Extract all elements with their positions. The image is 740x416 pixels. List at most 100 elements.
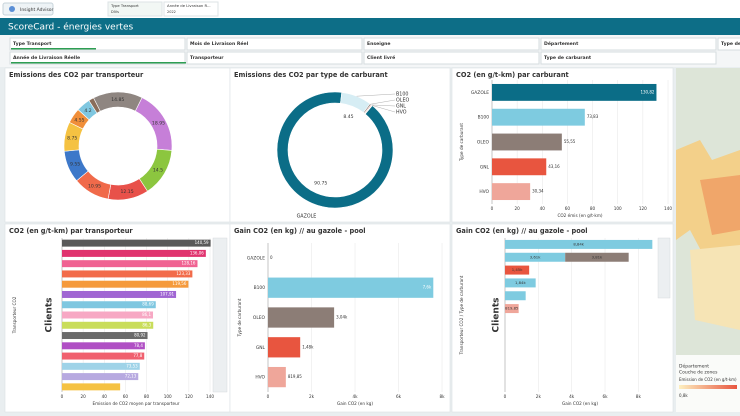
donut-segment <box>364 104 373 115</box>
bar <box>492 83 657 101</box>
filter[interactable] <box>540 37 717 51</box>
x-tick-label: 40 <box>540 206 546 211</box>
filter-label: Mois de Livraison Réel <box>190 40 249 47</box>
x-axis-title: CO2 émis (en g/t-km) <box>557 213 602 218</box>
y-tick-label: GNL <box>480 164 490 170</box>
dimension-label: Clients <box>492 298 502 333</box>
bar <box>62 280 189 288</box>
filter[interactable] <box>540 51 717 65</box>
data-label: 8,84k <box>573 241 584 246</box>
data-label: 73,53 <box>126 363 138 368</box>
data-label: 86,1 <box>142 312 151 317</box>
bar <box>62 290 177 298</box>
data-label: 72,13 <box>125 374 137 379</box>
dimension-label: Clients <box>45 298 55 333</box>
x-tick-label: 20 <box>80 394 86 399</box>
data-label: 14.5 <box>153 167 163 173</box>
data-label: 119,56 <box>172 281 186 286</box>
y-tick-label: OLEO <box>477 140 490 146</box>
x-tick-label: 8k <box>439 394 445 399</box>
chart-panel: Emissions des CO2 par type de carburant 9… <box>229 67 451 223</box>
chart-panel: CO2 (en g/t-km) par transporteur 0 20 40 60 8… <box>4 223 231 413</box>
chart-panel: Emissions des CO2 par transporteur 14.85 1… <box>4 67 231 223</box>
filter-label: Type Transport <box>13 41 52 47</box>
filter[interactable] <box>9 37 186 51</box>
data-label: 3,81k <box>592 254 603 259</box>
x-tick-label: 60 <box>565 206 571 211</box>
chart-panel: Gain CO2 (en kg) // au gazole - pool 0 2k 4… <box>451 223 674 413</box>
x-tick-label: 140 <box>664 206 672 211</box>
filter[interactable] <box>363 51 540 65</box>
chart-title: CO2 (en g/t-km) par carburant <box>456 71 569 79</box>
map-region <box>690 245 740 330</box>
filter[interactable] <box>363 37 540 51</box>
tab[interactable] <box>163 1 219 17</box>
category-label: HVO <box>396 110 407 116</box>
data-label: 819,85 <box>288 374 302 379</box>
bar <box>62 383 121 391</box>
x-tick-label: 2k <box>309 394 315 399</box>
data-label: 43,16 <box>548 164 560 169</box>
panel <box>451 223 674 413</box>
chart-title: CO2 (en g/t-km) par transporteur <box>9 227 133 235</box>
data-label: 8.75 <box>67 135 77 141</box>
y-axis-title: Transporteur CO2 / Type de carburant <box>459 275 464 355</box>
data-label: 12.15 <box>120 189 133 195</box>
data-label: 130,82 <box>640 89 654 94</box>
data-label: 77,8 <box>133 353 142 358</box>
data-label: 86,3 <box>142 322 151 327</box>
x-tick-label: 8k <box>636 394 642 399</box>
bar-segment <box>505 291 526 301</box>
data-label: 55,55 <box>564 139 576 144</box>
data-label: 3,61k <box>530 254 541 259</box>
data-label: 14.85 <box>111 97 124 103</box>
tab-title: Type Transport <box>110 3 139 8</box>
filter-label: Type de <box>721 41 740 47</box>
filter-label: Département <box>544 40 579 47</box>
bar <box>62 321 154 329</box>
map-legend <box>676 355 740 412</box>
y-tick-label: B100 <box>254 285 266 291</box>
donut-segment <box>88 97 101 114</box>
data-label: 1,48k <box>302 344 314 349</box>
legend-layer: Couche de zones <box>679 370 718 376</box>
filter[interactable] <box>717 37 740 51</box>
filter[interactable] <box>186 37 363 51</box>
legend-gradient <box>679 385 737 389</box>
y-tick-label: GNL <box>256 345 266 351</box>
tab[interactable] <box>107 1 163 17</box>
bar <box>62 311 154 319</box>
sheet-title: ScoreCard - énergies vertes <box>8 22 133 33</box>
data-label: 10.95 <box>88 184 101 190</box>
filter-label: Client livré <box>367 54 395 61</box>
filter[interactable] <box>186 51 363 65</box>
data-label: 8.45 <box>343 114 353 120</box>
scrollbar[interactable] <box>212 237 228 393</box>
filter-progress <box>11 48 96 50</box>
x-tick-label: 0 <box>61 394 64 399</box>
insight-button[interactable] <box>2 2 54 16</box>
y-tick-label: GAZOLE <box>247 255 265 261</box>
leader-line <box>371 104 396 107</box>
bar-segment <box>505 252 566 262</box>
legend-measure: Emission de CO2 (en g/t-km) <box>679 377 737 382</box>
map: Département Couche de zones Emission de … <box>676 68 740 412</box>
data-label: 73,83 <box>587 114 599 119</box>
x-axis-title: Gain CO2 (en kg) <box>562 401 598 406</box>
y-tick-label: HVO <box>479 189 489 195</box>
x-tick-label: 4k <box>569 394 575 399</box>
leader-line <box>356 93 396 97</box>
data-label: 7,6k <box>423 285 432 290</box>
data-label: 128,16 <box>181 261 195 266</box>
chart-title: Emissions des CO2 par transporteur <box>9 71 144 79</box>
chart-title: Emissions des CO2 par type de carburant <box>234 71 388 79</box>
filter-label: Année de Livraison Réelle <box>13 54 80 61</box>
x-axis-title: Gain CO2 (en kg) <box>337 401 373 406</box>
title-bar <box>0 18 740 35</box>
filter[interactable] <box>9 51 186 65</box>
legend-scale: 0,8k <box>679 393 688 398</box>
data-label: 4.55 <box>74 117 84 123</box>
bar <box>62 352 145 360</box>
scrollbar[interactable] <box>657 237 671 299</box>
